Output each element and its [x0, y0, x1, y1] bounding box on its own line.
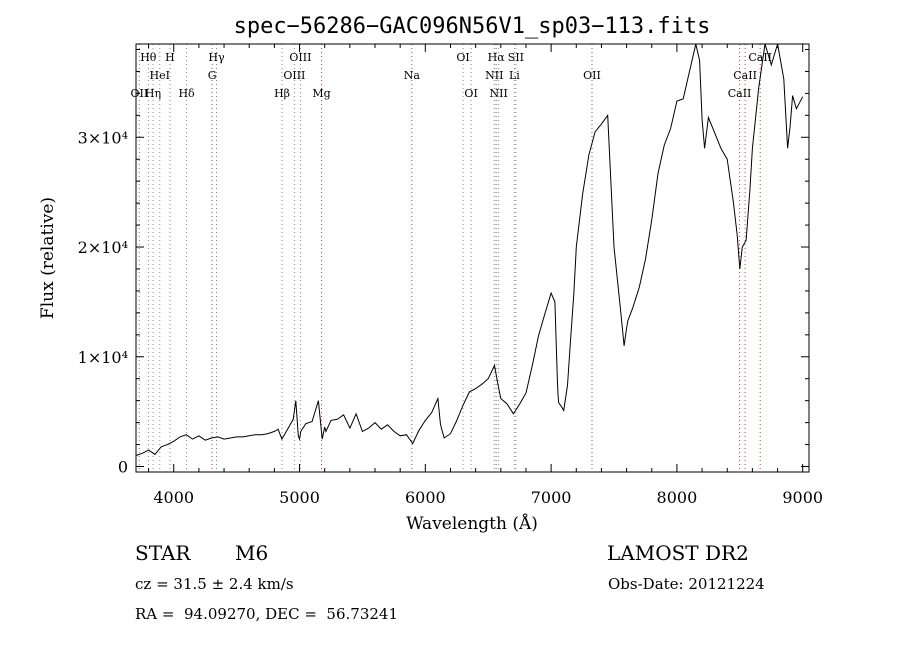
line-label: CaII: [728, 87, 752, 100]
x-tick-label: 7000: [531, 488, 572, 507]
line-label: Mg: [312, 87, 330, 100]
line-label: Hδ: [178, 87, 195, 100]
line-label: OI: [464, 87, 477, 100]
object-class: STAR: [135, 541, 191, 565]
line-label: Hβ: [274, 87, 290, 100]
line-label: NII: [485, 69, 503, 82]
line-label: H: [165, 51, 175, 64]
line-label: Hθ: [140, 51, 157, 64]
line-label: OII: [583, 69, 601, 82]
line-label: OI: [456, 51, 469, 64]
line-label: Hη: [145, 87, 161, 100]
line-label: Hα: [488, 51, 506, 64]
line-label: NII: [490, 87, 508, 100]
x-axis-label: Wavelength (Å): [406, 513, 538, 534]
line-label: HeI: [150, 69, 170, 82]
plot-frame: [135, 43, 810, 473]
survey-name: LAMOST DR2: [607, 541, 749, 565]
y-tick-label: 1×10⁴: [78, 348, 128, 367]
x-tick-label: 6000: [405, 488, 446, 507]
object-subclass: M6: [235, 541, 269, 565]
line-label: Li: [509, 69, 520, 82]
x-tick-label: 4000: [153, 488, 194, 507]
spectrum-line: [135, 43, 804, 456]
y-tick-label: 2×10⁴: [78, 238, 128, 257]
chart-title: spec−56286−GAC096N56V1_sp03−113.fits: [234, 14, 711, 39]
line-label: SII: [508, 51, 524, 64]
y-tick-label: 0: [118, 458, 128, 477]
line-label: OIII: [283, 69, 305, 82]
coordinates: RA = 94.09270, DEC = 56.73241: [135, 605, 399, 623]
x-tick-label: 5000: [279, 488, 320, 507]
line-label: OIII: [289, 51, 311, 64]
line-label: CaII: [748, 51, 772, 64]
y-tick-label: 3×10⁴: [78, 128, 128, 147]
line-label: CaII: [733, 69, 757, 82]
axes-layer: 4000 5000 6000 7000 8000 9000 0 1×10⁴ 2×10⁴ 3×10⁴: [78, 44, 823, 507]
y-axis-label: Flux (relative): [38, 197, 58, 319]
x-tick-label: 8000: [657, 488, 698, 507]
redshift-velocity: cz = 31.5 ± 2.4 km/s: [135, 575, 294, 593]
line-label: Na: [404, 69, 421, 82]
line-label: Hγ: [208, 51, 225, 64]
spectrum-layer: [135, 43, 804, 456]
line-label: G: [208, 69, 217, 82]
x-tick-label: 9000: [782, 488, 823, 507]
observation-date: Obs-Date: 20121224: [608, 575, 765, 593]
